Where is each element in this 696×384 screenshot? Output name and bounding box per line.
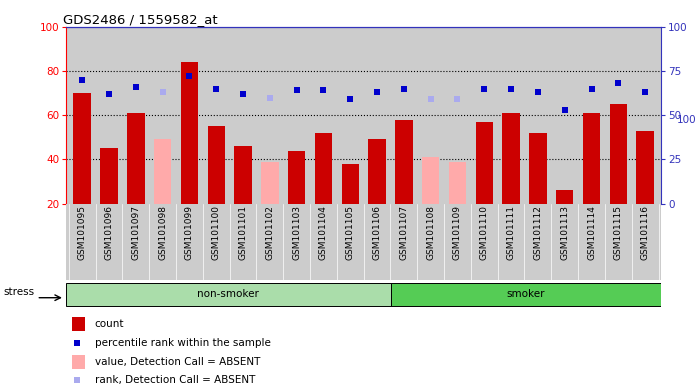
Bar <box>100 148 118 204</box>
Bar <box>207 126 225 204</box>
Text: GSM101095: GSM101095 <box>78 205 87 260</box>
Bar <box>422 157 439 204</box>
Bar <box>72 355 85 369</box>
Bar <box>127 113 145 204</box>
Text: count: count <box>95 319 124 329</box>
Bar <box>261 162 278 204</box>
Bar <box>583 113 600 204</box>
Text: GSM101114: GSM101114 <box>587 205 596 260</box>
Text: GSM101107: GSM101107 <box>400 205 409 260</box>
Bar <box>74 93 91 204</box>
Bar <box>395 120 413 204</box>
Bar <box>475 122 493 204</box>
Text: GSM101100: GSM101100 <box>212 205 221 260</box>
Text: stress: stress <box>3 287 34 297</box>
Text: GSM101096: GSM101096 <box>104 205 113 260</box>
Text: smoker: smoker <box>507 289 545 299</box>
Text: GSM101101: GSM101101 <box>239 205 248 260</box>
Text: percentile rank within the sample: percentile rank within the sample <box>95 338 271 348</box>
Bar <box>556 190 574 204</box>
Bar <box>72 317 85 331</box>
Text: GSM101102: GSM101102 <box>265 205 274 260</box>
Bar <box>610 104 627 204</box>
Bar <box>315 133 332 204</box>
Bar <box>449 162 466 204</box>
Text: GSM101098: GSM101098 <box>158 205 167 260</box>
Text: GSM101099: GSM101099 <box>185 205 194 260</box>
Text: GSM101104: GSM101104 <box>319 205 328 260</box>
Bar <box>235 146 252 204</box>
Bar <box>368 139 386 204</box>
Bar <box>154 139 171 204</box>
Bar <box>503 113 520 204</box>
Text: GSM101116: GSM101116 <box>640 205 649 260</box>
Bar <box>529 133 546 204</box>
Text: GSM101111: GSM101111 <box>507 205 516 260</box>
Y-axis label: 100%: 100% <box>677 115 696 125</box>
Bar <box>342 164 359 204</box>
Text: GSM101105: GSM101105 <box>346 205 355 260</box>
Text: value, Detection Call = ABSENT: value, Detection Call = ABSENT <box>95 357 260 367</box>
Text: GSM101103: GSM101103 <box>292 205 301 260</box>
Text: GSM101110: GSM101110 <box>480 205 489 260</box>
Text: GSM101109: GSM101109 <box>453 205 462 260</box>
Text: GSM101097: GSM101097 <box>132 205 141 260</box>
Text: GDS2486 / 1559582_at: GDS2486 / 1559582_at <box>63 13 218 26</box>
Text: rank, Detection Call = ABSENT: rank, Detection Call = ABSENT <box>95 375 255 384</box>
Bar <box>66 283 390 306</box>
Bar <box>636 131 654 204</box>
Text: GSM101108: GSM101108 <box>426 205 435 260</box>
Bar <box>390 283 661 306</box>
Bar <box>288 151 306 204</box>
Text: GSM101106: GSM101106 <box>372 205 381 260</box>
Text: non-smoker: non-smoker <box>198 289 260 299</box>
Text: GSM101112: GSM101112 <box>533 205 542 260</box>
Bar <box>66 204 661 280</box>
Text: GSM101113: GSM101113 <box>560 205 569 260</box>
Text: GSM101115: GSM101115 <box>614 205 623 260</box>
Bar <box>181 62 198 204</box>
